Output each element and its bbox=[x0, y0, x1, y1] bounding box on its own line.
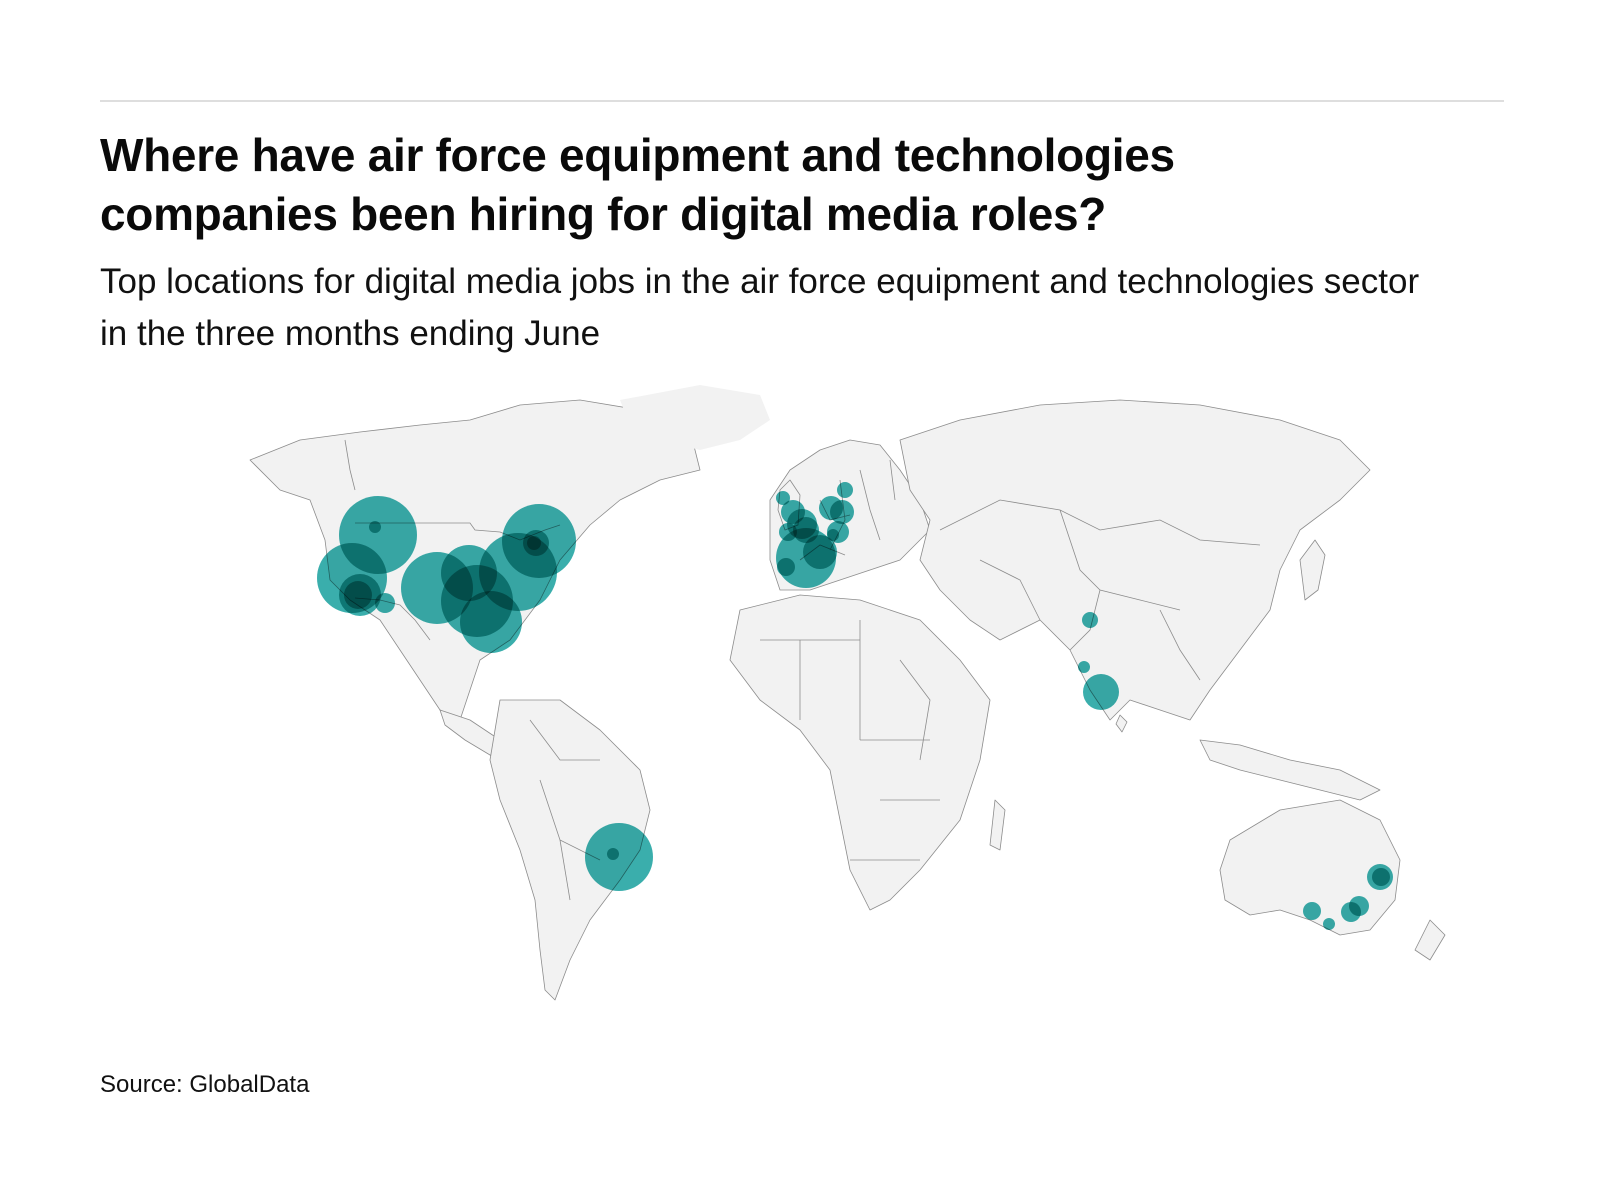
madagascar-landmass bbox=[989, 799, 1006, 851]
location-bubble bbox=[827, 529, 839, 541]
location-bubble bbox=[344, 581, 372, 609]
sri-lanka-landmass bbox=[1115, 714, 1128, 733]
canada-alaska-border bbox=[344, 439, 356, 491]
location-bubble bbox=[1078, 661, 1090, 673]
location-bubble bbox=[1303, 902, 1321, 920]
chart-title: Where have air force equipment and techn… bbox=[100, 129, 1175, 240]
top-divider bbox=[100, 100, 1504, 102]
location-bubble bbox=[830, 500, 854, 524]
asia-borders bbox=[939, 499, 1261, 681]
land-masses bbox=[249, 385, 1446, 1001]
south-america-landmass bbox=[489, 699, 651, 1001]
location-bubble bbox=[1323, 918, 1335, 930]
source-note: Source: GlobalData bbox=[100, 1071, 310, 1098]
location-bubble bbox=[1082, 612, 1098, 628]
bubble-layer bbox=[317, 482, 1393, 930]
location-bubble bbox=[585, 823, 653, 891]
location-bubble bbox=[607, 848, 619, 860]
southeast-asia-islands bbox=[1199, 739, 1381, 801]
location-bubble bbox=[837, 482, 853, 498]
location-bubble bbox=[1372, 868, 1390, 886]
world-map-svg bbox=[249, 385, 1446, 1001]
africa-borders bbox=[760, 620, 940, 861]
new-zealand-landmass bbox=[1414, 919, 1446, 961]
location-bubble bbox=[527, 536, 541, 550]
location-bubble bbox=[375, 593, 395, 613]
location-bubble bbox=[369, 521, 381, 533]
japan-landmass bbox=[1299, 539, 1326, 601]
location-bubble bbox=[1349, 896, 1369, 916]
africa-landmass bbox=[729, 594, 991, 911]
location-bubble bbox=[803, 535, 837, 569]
location-bubble bbox=[1083, 674, 1119, 710]
asia-landmass bbox=[899, 399, 1371, 721]
world-map bbox=[0, 380, 1600, 1020]
location-bubble bbox=[777, 558, 795, 576]
chart-subtitle: Top locations for digital media jobs in … bbox=[100, 262, 1420, 353]
location-bubble bbox=[776, 491, 790, 505]
greenland-landmass bbox=[620, 385, 770, 450]
